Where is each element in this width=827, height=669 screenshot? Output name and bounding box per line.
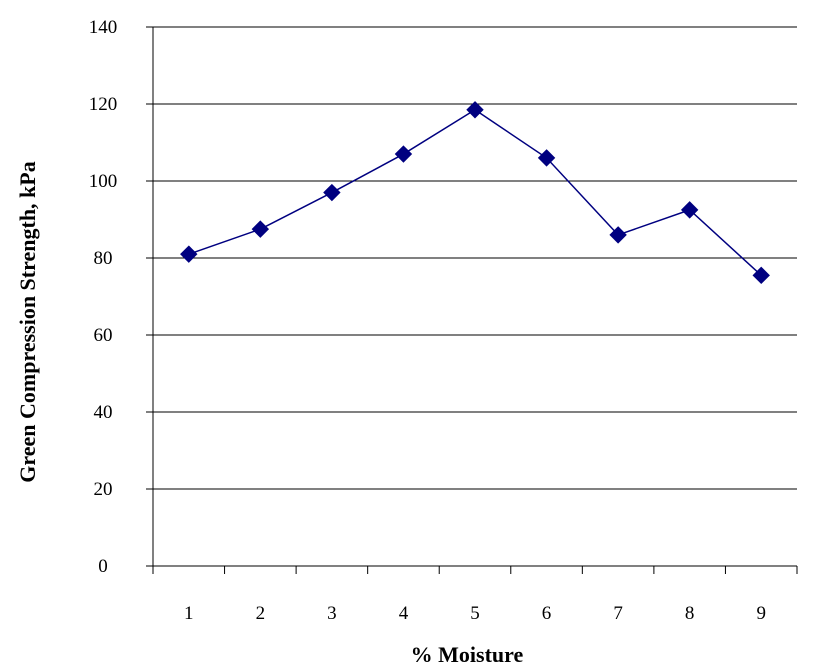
axes <box>146 26 798 574</box>
y-tick-label: 140 <box>89 17 118 38</box>
data-point <box>251 220 270 238</box>
data-point <box>180 245 198 263</box>
series-layer <box>180 101 770 285</box>
x-axis-title: % Moisture <box>411 642 524 667</box>
data-point <box>537 149 556 167</box>
x-tick-label: 7 <box>613 603 623 624</box>
x-tick-label: 2 <box>256 603 266 624</box>
x-tick-labels: 1 2 3 4 5 6 7 8 9 <box>184 603 766 624</box>
series-line <box>188 108 762 276</box>
data-point <box>394 145 413 163</box>
y-axis-title: Green Compression Strength, kPa <box>15 161 40 482</box>
x-tick-label: 9 <box>756 603 766 624</box>
x-tick-label: 6 <box>542 603 552 624</box>
data-point <box>609 226 627 244</box>
y-tick-label: 80 <box>94 248 113 269</box>
data-point <box>680 201 699 219</box>
x-tick-label: 5 <box>470 603 480 624</box>
x-tick-label: 8 <box>685 603 695 624</box>
x-tick-label: 1 <box>184 603 194 624</box>
x-tick-label: 4 <box>399 603 409 624</box>
data-point <box>752 266 770 285</box>
y-tick-label: 60 <box>94 325 113 346</box>
y-tick-label: 20 <box>94 479 113 500</box>
y-tick-label: 100 <box>89 171 118 192</box>
gridlines <box>153 26 797 490</box>
y-tick-label: 120 <box>89 94 118 115</box>
y-tick-label: 0 <box>98 556 108 577</box>
data-point <box>466 101 484 119</box>
x-tick-label: 3 <box>327 603 337 624</box>
y-tick-label: 40 <box>94 402 113 423</box>
data-point <box>323 183 341 202</box>
y-tick-labels: 0 20 40 60 80 100 120 140 <box>89 17 118 577</box>
